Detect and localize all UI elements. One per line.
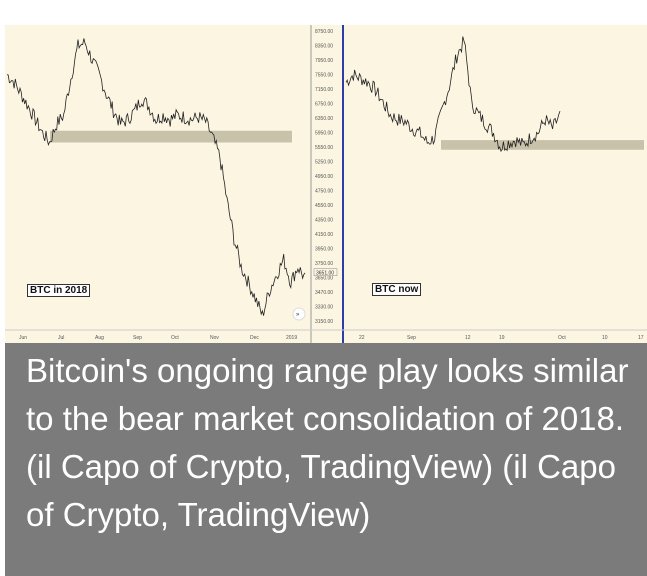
y-tick-label: 4150.00 [315,232,333,238]
x-tick-label: Oct [171,335,179,341]
x-tick-label: Dec [250,335,259,341]
x-tick-label: 10 [602,335,608,341]
price-line-2018 [6,38,306,316]
y-tick-label: 6750.00 [315,102,333,108]
x-tick-label: Jun [19,335,27,341]
price-chart: 8750.00 8350.00 7950.00 7550.00 7150.00 6750.… [5,25,647,343]
label-btc-now: BTC now [372,283,422,296]
x-tick-label: Oct [558,335,566,341]
y-tick-label: 6350.00 [315,116,333,122]
last-price-label: 3651.00 [316,270,334,276]
y-tick-label: 3150.00 [315,319,333,325]
x-tick-label: 2019 [286,335,297,341]
y-tick-label: 7950.00 [315,58,333,64]
y-tick-label: 8350.00 [315,44,333,50]
y-tick-label: 5950.00 [315,131,333,137]
y-tick-label: 4350.00 [315,218,333,224]
y-tick-label: 3750.00 [315,261,333,267]
scroll-to-latest-button[interactable] [292,307,306,321]
range-zone-2018 [50,130,292,143]
chart-canvas: 8750.00 8350.00 7950.00 7550.00 7150.00 6750.… [5,25,647,343]
y-tick-label: 4950.00 [315,174,333,180]
x-tick-label: Nov [210,335,219,341]
x-tick-label: Sep [407,335,416,341]
y-tick-label: 8750.00 [315,29,333,35]
x-tick-label: Jul [58,335,64,341]
label-btc-2018: BTC in 2018 [27,284,91,297]
y-tick-label: 3650.00 [315,276,333,282]
x-tick-label: 22 [359,335,365,341]
y-tick-label: 3470.00 [315,290,333,296]
y-tick-label: 7150.00 [315,87,333,93]
image-caption: Bitcoin's ongoing range play looks simil… [5,343,647,576]
x-tick-label: Aug [95,335,104,341]
y-tick-label: 3330.00 [315,305,333,311]
price-line-now [345,36,561,153]
y-tick-label: 5550.00 [315,145,333,151]
y-tick-label: 3950.00 [315,247,333,253]
y-tick-label: 5250.00 [315,160,333,166]
y-tick-label: 4550.00 [315,203,333,209]
double-chevron-icon: » [296,312,300,318]
x-tick-label: 12 [465,335,471,341]
x-tick-label: Sep [133,335,142,341]
y-tick-label: 7550.00 [315,73,333,79]
last-price-box [313,268,338,276]
range-zone-now [441,140,644,150]
x-tick-label: 19 [499,335,505,341]
x-tick-label: 17 [638,335,644,341]
y-tick-label: 4750.00 [315,189,333,195]
